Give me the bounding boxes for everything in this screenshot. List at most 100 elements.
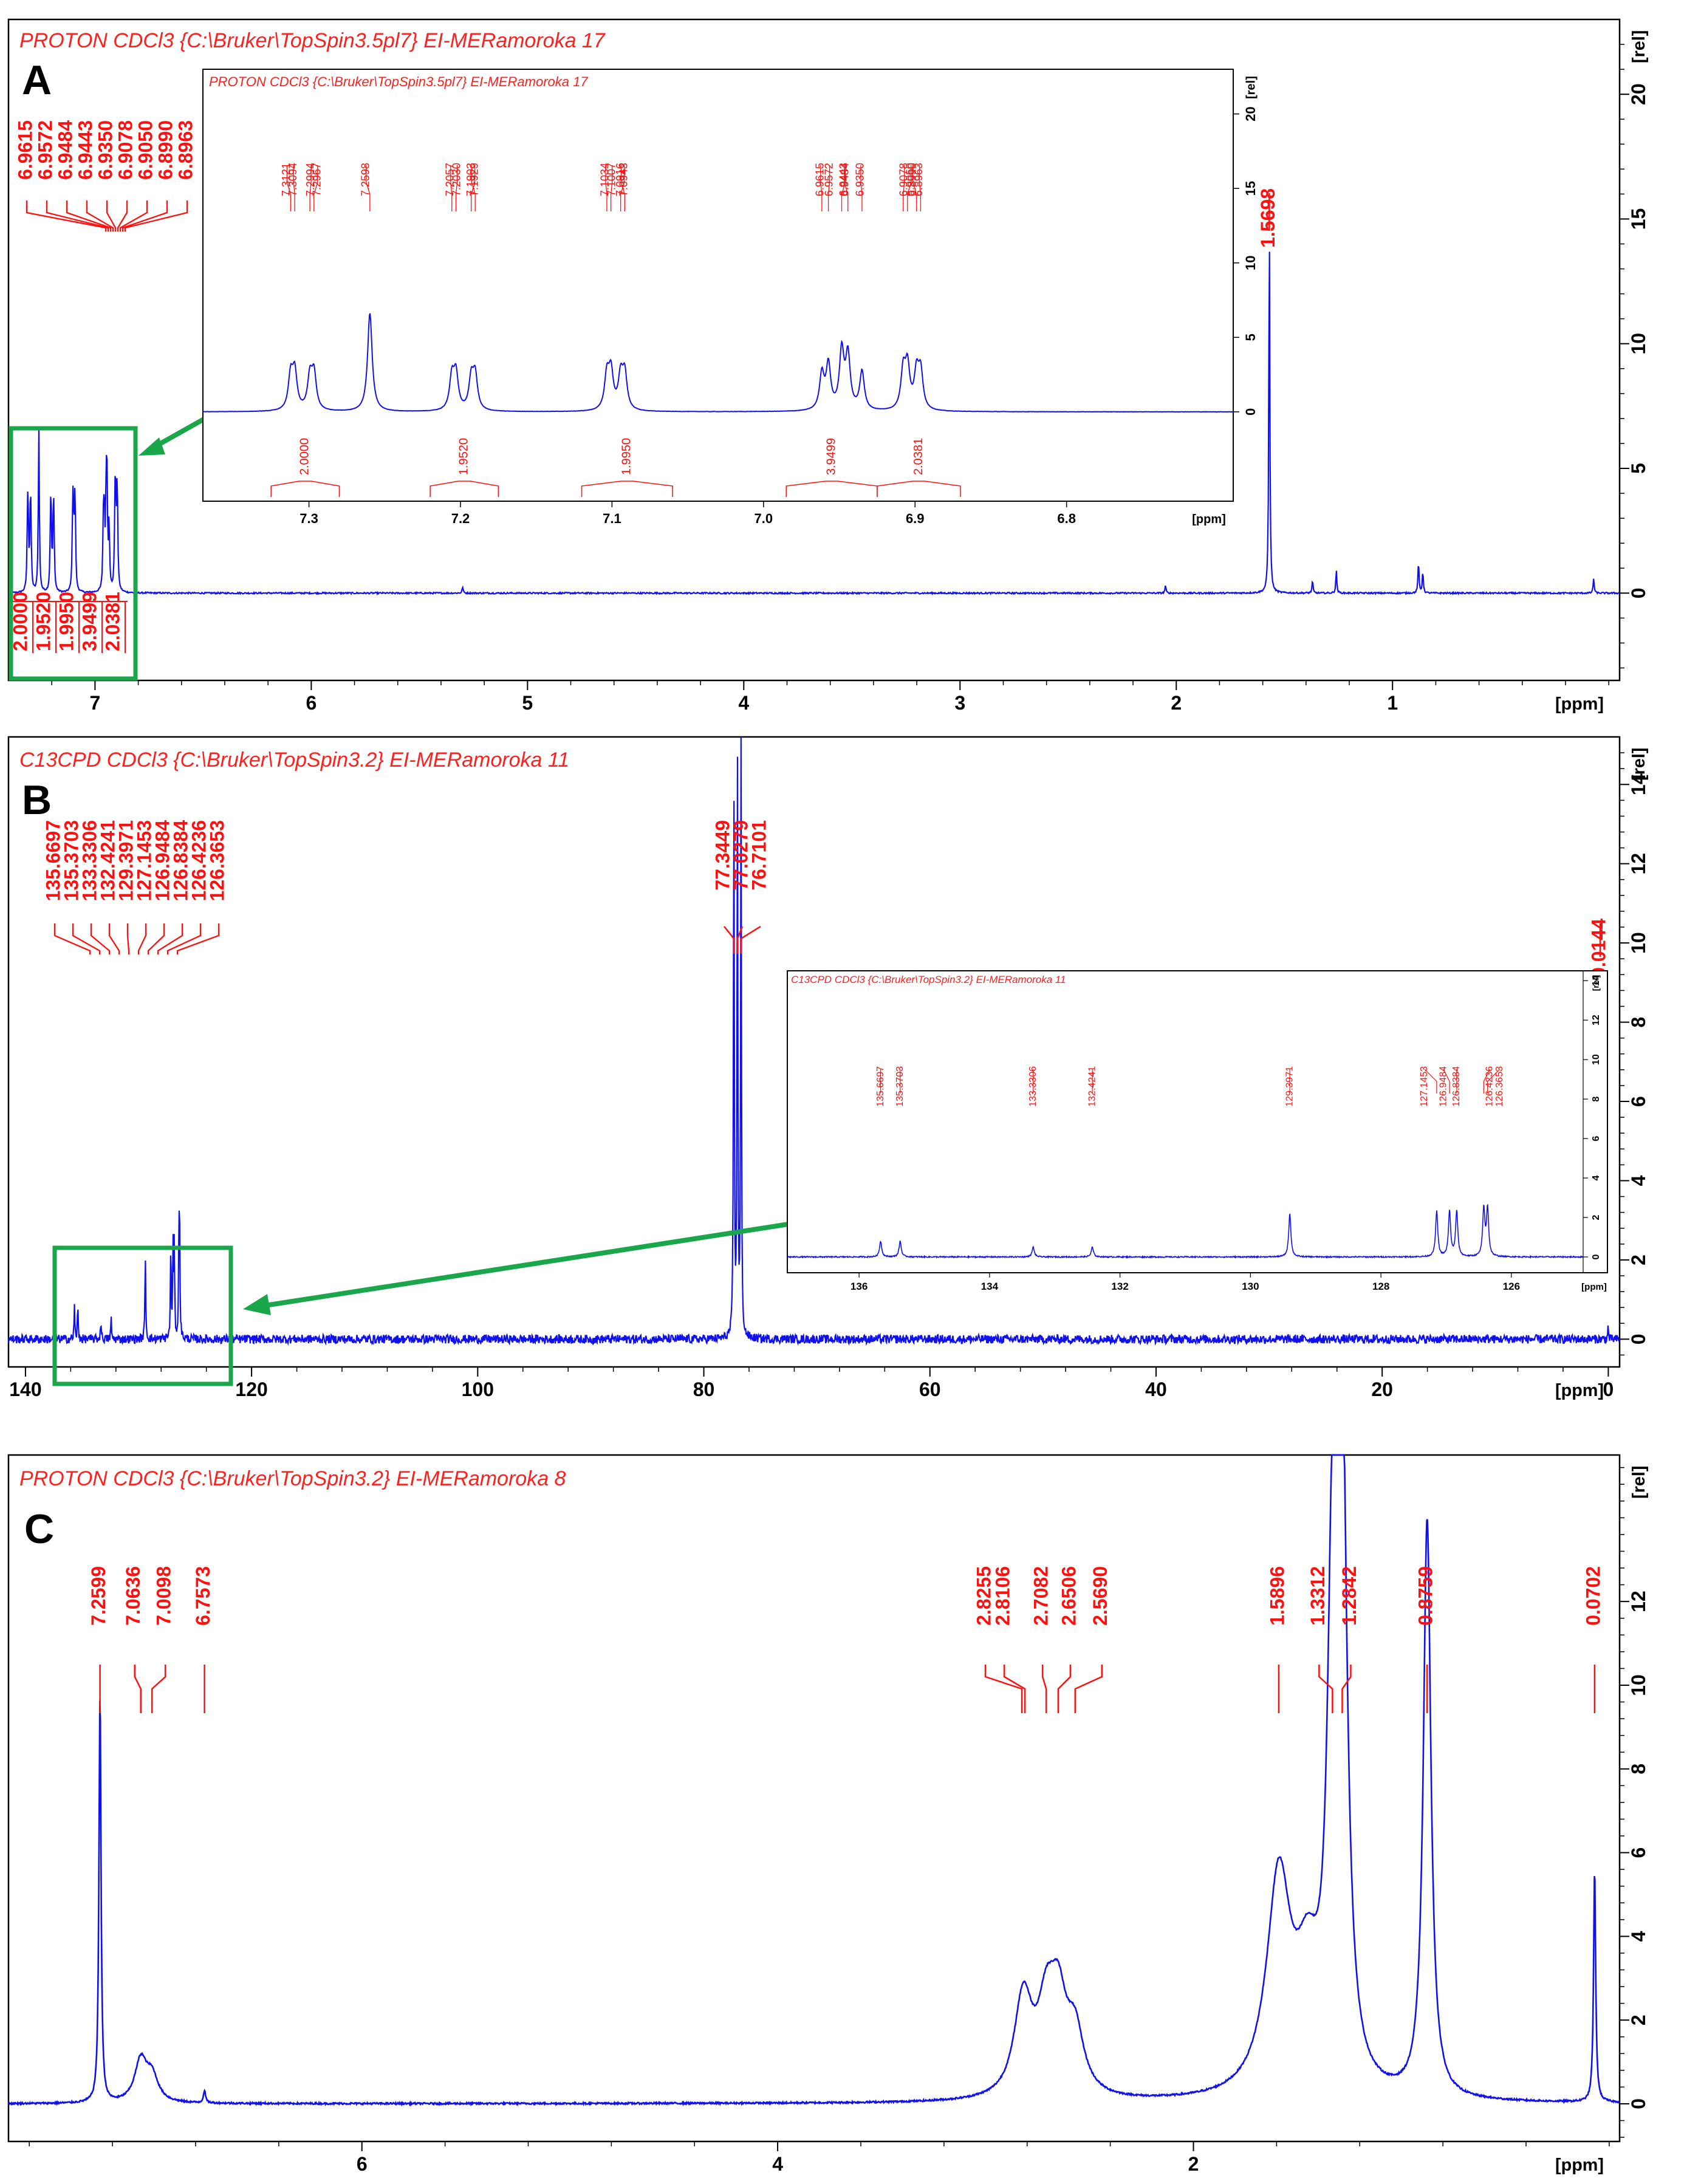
- integral-label: 1.9520: [32, 592, 54, 651]
- peak-label-leader: [119, 200, 148, 232]
- panel-c-title: PROTON CDCl3 {C:\Bruker\TopSpin3.2} EI-M…: [19, 1467, 566, 1490]
- y-tick-label: 5: [1627, 463, 1649, 474]
- inset-y-tick-label: 10: [1591, 1054, 1601, 1065]
- inset-y-tick-label: 8: [1591, 1097, 1601, 1102]
- x-tick-label: 4: [772, 2153, 783, 2175]
- panel-c-spectrum-line: [7, 1454, 1620, 2107]
- inset-y-tick-label: 15: [1243, 181, 1258, 196]
- inset-integral-label: 2.0000: [298, 438, 312, 475]
- peak-label: 1.3312: [1307, 1566, 1329, 1626]
- y-tick-label: 0: [1627, 1333, 1649, 1344]
- inset-x-tick-label: 7.2: [451, 511, 470, 526]
- y-axis-label: [rel]: [1629, 748, 1649, 781]
- peak-label-leader: [26, 200, 107, 232]
- inset-x-axis-label: [ppm]: [1192, 513, 1226, 526]
- inset-x-tick-label: 134: [981, 1281, 999, 1292]
- inset-peak-label: 7.2057: [444, 163, 456, 196]
- peak-label-leader: [134, 1665, 142, 1713]
- inset-peak-leader: [450, 165, 453, 211]
- inset-integral-label: 2.0381: [912, 438, 925, 475]
- inset-peak-label: 7.1903: [465, 163, 477, 196]
- peak-label-leader: [176, 923, 220, 955]
- peak-label: 1.5698: [1257, 188, 1279, 248]
- inset-peak-label: 7.2967: [311, 163, 323, 196]
- inset-y-tick-label: 20: [1243, 106, 1258, 121]
- x-tick-label: 3: [954, 692, 965, 714]
- peak-label-leader: [147, 923, 165, 955]
- panel-letter-c: C: [24, 1506, 54, 1552]
- y-tick-label: 2: [1627, 2015, 1649, 2025]
- inset-peak-label: 7.0916: [614, 163, 626, 196]
- inset-peak-leader: [611, 165, 613, 211]
- zoom-highlight-box: [9, 426, 138, 681]
- peak-label-leader: [106, 200, 117, 232]
- peak-label: 126.4236: [188, 820, 210, 901]
- integral-label: 3.9499: [78, 592, 100, 651]
- peak-label: 2.6506: [1058, 1566, 1080, 1626]
- peak-label: 2.5690: [1089, 1566, 1111, 1626]
- inset-a-spectrum-line: [203, 313, 1234, 413]
- peak-label: 126.3653: [206, 820, 228, 901]
- inset-peak-leader: [1443, 1069, 1450, 1094]
- inset-peak-leader: [366, 165, 371, 211]
- y-tick-label: 10: [1627, 333, 1649, 355]
- inset-peak-label: 6.9572: [823, 163, 835, 196]
- inset-a-title: PROTON CDCl3 {C:\Bruker\TopSpin3.5pl7} E…: [209, 74, 588, 89]
- panel-c-proton-spectrum: PROTON CDCl3 {C:\Bruker\TopSpin3.2} EI-M…: [7, 1454, 1649, 2175]
- inset-y-tick-label: 4: [1591, 1176, 1601, 1181]
- y-tick-label: 8: [1627, 1764, 1649, 1775]
- peak-label: 1.5896: [1266, 1566, 1288, 1626]
- panel-b-spectrum-line: [7, 736, 1620, 1346]
- inset-peak-label: 7.1034: [599, 163, 611, 196]
- panel-letter-a: A: [22, 57, 52, 103]
- y-tick-label: 10: [1627, 932, 1649, 954]
- peak-label-leader: [66, 200, 112, 232]
- peak-label-leader: [108, 923, 120, 955]
- inset-y-tick-label: 5: [1243, 334, 1258, 341]
- inset-peak-leader: [820, 165, 823, 211]
- inset-peak-label: 6.8963: [912, 163, 925, 196]
- inset-peak-leader: [293, 165, 295, 211]
- inset-peak-leader: [286, 165, 292, 211]
- inset-peak-leader: [605, 165, 608, 211]
- peak-label-leader: [1057, 1665, 1072, 1713]
- inset-x-tick-label: 128: [1372, 1281, 1389, 1292]
- peak-label-leader: [151, 1665, 166, 1713]
- x-tick-label: 2: [1171, 692, 1182, 714]
- x-tick-label: 5: [522, 692, 533, 714]
- inset-x-tick-label: 6.8: [1057, 511, 1076, 526]
- peak-label: 126.9484: [151, 820, 173, 902]
- inset-integral-bracket: [270, 481, 340, 497]
- inset-peak-label: 6.9615: [814, 163, 826, 196]
- peak-label-leader: [90, 923, 111, 955]
- peak-label-leader: [72, 923, 101, 955]
- peak-label-leader: [740, 925, 761, 954]
- peak-label: 0.0144: [1587, 919, 1609, 978]
- peak-label: 2.7082: [1030, 1566, 1052, 1626]
- y-tick-label: 8: [1627, 1017, 1649, 1028]
- y-axis-label: [rel]: [1629, 1466, 1649, 1499]
- peak-label: 6.9572: [34, 120, 56, 180]
- inset-peak-leader: [471, 165, 476, 211]
- inset-x-tick-label: 7.1: [603, 511, 621, 526]
- x-axis-label: [ppm]: [1555, 2155, 1604, 2175]
- panel-b-frame: [7, 736, 1621, 1368]
- inset-peak-leader: [1483, 1069, 1490, 1094]
- peak-label-leader: [1003, 1665, 1026, 1713]
- inset-peak-leader: [907, 165, 912, 211]
- inset-peak-label: 7.2598: [360, 163, 372, 196]
- peak-label-leader: [736, 926, 744, 954]
- y-tick-label: 10: [1627, 1674, 1649, 1696]
- y-tick-label: 20: [1627, 83, 1649, 105]
- peak-label: 6.8963: [174, 120, 196, 180]
- x-tick-label: 7: [89, 692, 100, 714]
- panel-a-frame: [7, 18, 1621, 682]
- y-tick-label: 12: [1627, 1590, 1649, 1612]
- peak-label: 7.2599: [87, 1566, 109, 1626]
- peak-label: 76.7101: [748, 820, 770, 891]
- peak-label-leader: [1041, 1665, 1047, 1713]
- zoom-arrow-line: [261, 1219, 809, 1309]
- inset-peak-leader: [919, 165, 922, 211]
- y-tick-label: 4: [1627, 1175, 1649, 1186]
- inset-integral-bracket: [430, 481, 499, 497]
